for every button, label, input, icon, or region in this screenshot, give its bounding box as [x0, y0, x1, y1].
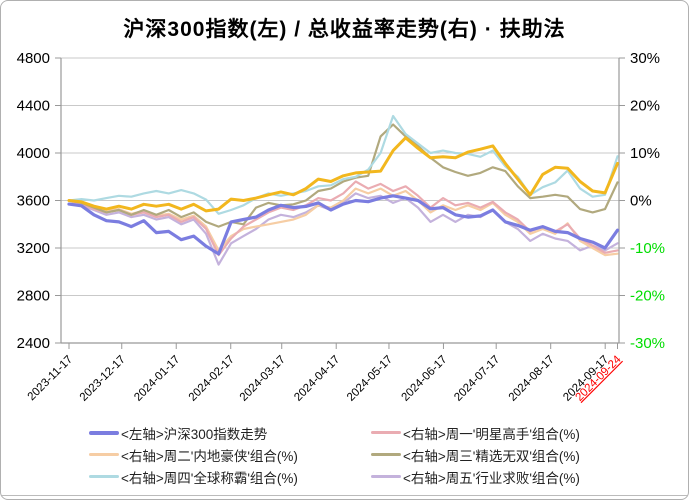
- legend-item: <左轴>沪深300指数走势: [89, 422, 371, 443]
- legend-swatch: [371, 453, 401, 456]
- chart-title: 沪深300指数(左) / 总收益率走势(右) · 扶助法: [123, 18, 566, 41]
- series-line-gold-unlabeled: [67, 136, 619, 213]
- legend-swatch: [89, 453, 119, 456]
- left-axis-tick-label: 2400: [17, 335, 50, 352]
- left-axis-tick-label: 4400: [17, 98, 50, 115]
- left-axis-tick-label: 3200: [17, 240, 50, 257]
- legend-swatch: [371, 475, 401, 478]
- x-axis-tick-label: 2024-01-17: [132, 354, 182, 404]
- x-axis-tick-label: 2024-08-17: [507, 354, 557, 404]
- right-axis-tick-label: -30%: [630, 335, 665, 352]
- left-axis-tick-label: 4800: [17, 50, 50, 67]
- x-axis-tick-label: 2024-03-17: [238, 354, 288, 404]
- legend-label: <右轴>周二'内地豪侠'组合(%): [121, 448, 298, 464]
- x-axis-tick-label: 2024-06-17: [399, 354, 449, 404]
- right-axis-tick-label: 20%: [630, 98, 660, 115]
- x-axis-tick-label: 2024-04-17: [292, 354, 342, 404]
- legend-item: <右轴>周四'全球称霸'组合(%): [89, 466, 371, 487]
- legend-item: <右轴>周二'内地豪侠'组合(%): [89, 444, 371, 465]
- left-axis-tick-label: 2800: [17, 288, 50, 305]
- x-axis-tick-label: 2024-07-17: [452, 354, 502, 404]
- chart-legend: <左轴>沪深300指数走势 <右轴>周一'明星高手'组合(%) <右轴>周二'内地豪…: [89, 422, 580, 487]
- legend-item: <右轴>周五'行业求败'组合(%): [371, 466, 580, 487]
- legend-swatch: [371, 431, 401, 434]
- right-axis-tick-label: -10%: [630, 240, 665, 257]
- right-axis-tick-label: -20%: [630, 288, 665, 305]
- x-axis-tick-label: 2024-02-17: [187, 354, 237, 404]
- legend-label: <左轴>沪深300指数走势: [121, 426, 268, 442]
- bottom-divider: [1, 495, 688, 496]
- x-axis-tick-label: 2024-05-17: [345, 354, 395, 404]
- legend-label: <右轴>周三'精选无双'组合(%): [403, 448, 580, 464]
- legend-swatch: [89, 475, 119, 478]
- legend-item: <右轴>周三'精选无双'组合(%): [371, 444, 580, 465]
- left-axis-tick-label: 4000: [17, 145, 50, 162]
- legend-label: <右轴>周四'全球称霸'组合(%): [121, 470, 298, 486]
- right-axis-tick-label: 30%: [630, 50, 660, 67]
- legend-label: <右轴>周一'明星高手'组合(%): [403, 426, 580, 442]
- left-axis-tick-label: 3600: [17, 193, 50, 210]
- legend-item: <右轴>周一'明星高手'组合(%): [371, 422, 580, 443]
- legend-label: <右轴>周五'行业求败'组合(%): [403, 470, 580, 486]
- right-axis-tick-label: 0%: [630, 193, 652, 210]
- x-axis-tick-label: 2023-11-17: [26, 354, 75, 403]
- series-line-zhou3: [67, 123, 619, 228]
- legend-swatch: [89, 430, 119, 435]
- x-axis-tick-label: 2023-12-17: [78, 354, 128, 404]
- right-axis-tick-label: 10%: [630, 145, 660, 162]
- series-line-hs300: [67, 194, 620, 256]
